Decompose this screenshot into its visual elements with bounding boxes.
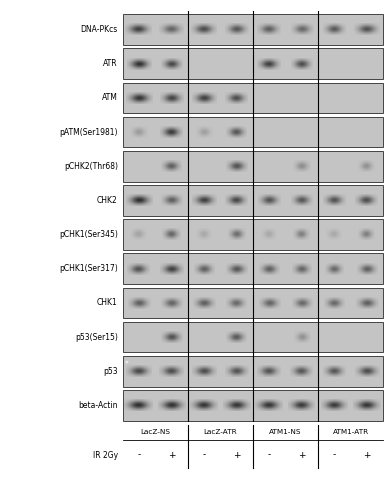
Text: beta-Actin: beta-Actin xyxy=(78,401,118,410)
Text: -: - xyxy=(268,450,271,460)
Text: pCHK1(Ser317): pCHK1(Ser317) xyxy=(59,264,118,273)
Text: pCHK1(Ser345): pCHK1(Ser345) xyxy=(59,230,118,239)
Text: LacZ-NS: LacZ-NS xyxy=(140,428,170,434)
Bar xyxy=(123,219,383,250)
Bar xyxy=(123,288,383,318)
Bar xyxy=(123,151,383,182)
Bar xyxy=(123,82,383,114)
Text: +: + xyxy=(168,450,175,460)
Text: +: + xyxy=(298,450,305,460)
Text: pCHK2(Thr68): pCHK2(Thr68) xyxy=(64,162,118,171)
Text: ATM1-ATR: ATM1-ATR xyxy=(333,428,369,434)
Text: ATM: ATM xyxy=(102,94,118,102)
Text: +: + xyxy=(233,450,240,460)
Text: -: - xyxy=(137,450,140,460)
Bar xyxy=(123,356,383,386)
Text: ATR: ATR xyxy=(103,60,118,68)
Bar xyxy=(123,322,383,352)
Text: pATM(Ser1981): pATM(Ser1981) xyxy=(60,128,118,136)
Text: CHK2: CHK2 xyxy=(97,196,118,205)
Text: CHK1: CHK1 xyxy=(97,298,118,308)
Bar xyxy=(123,185,383,216)
Text: *: * xyxy=(125,360,129,368)
Text: LacZ-ATR: LacZ-ATR xyxy=(203,428,237,434)
Bar xyxy=(123,390,383,421)
Text: DNA-PKcs: DNA-PKcs xyxy=(81,25,118,34)
Bar xyxy=(123,254,383,284)
Bar xyxy=(123,116,383,148)
Text: p53: p53 xyxy=(103,367,118,376)
Text: IR 2Gy: IR 2Gy xyxy=(93,450,118,460)
Bar xyxy=(123,48,383,79)
Text: -: - xyxy=(202,450,206,460)
Text: ATM1-NS: ATM1-NS xyxy=(269,428,302,434)
Text: -: - xyxy=(333,450,336,460)
Text: +: + xyxy=(363,450,371,460)
Bar xyxy=(123,14,383,45)
Text: p53(Ser15): p53(Ser15) xyxy=(75,332,118,342)
